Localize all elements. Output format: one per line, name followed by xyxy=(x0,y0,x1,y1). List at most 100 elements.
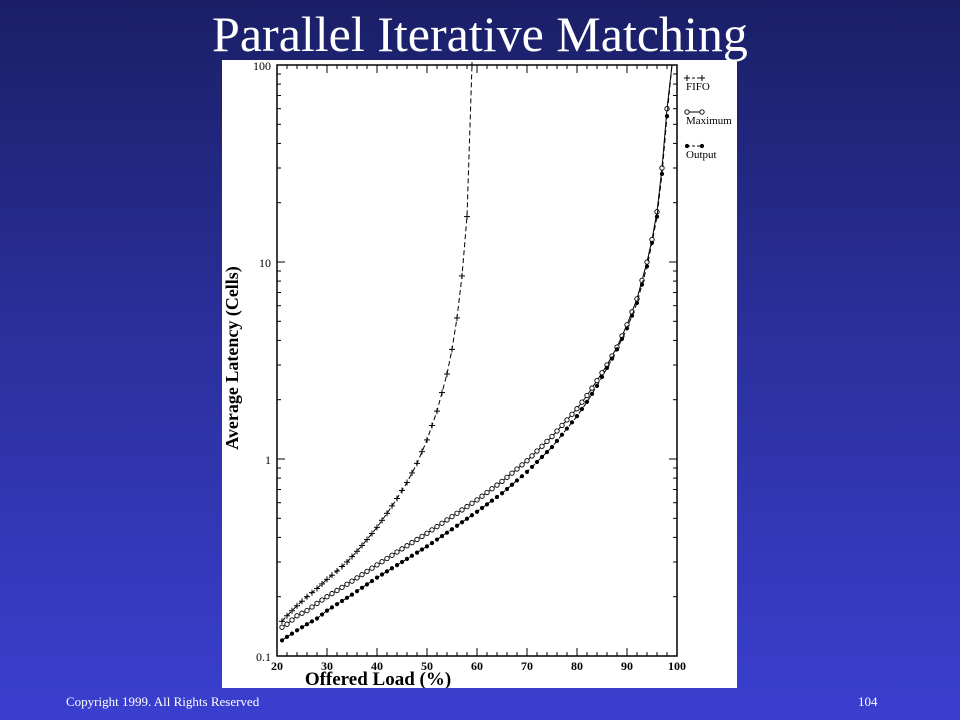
data-point-fifo xyxy=(459,272,465,279)
data-point-output xyxy=(319,612,325,617)
data-point-maximum xyxy=(624,322,630,328)
tick-labels: 20 30 40 50 60 70 80 90 100 0.1 1 10 100 xyxy=(253,60,686,673)
data-point-output xyxy=(354,589,360,594)
data-point-maximum xyxy=(469,500,475,506)
data-point-output xyxy=(514,478,520,483)
x-tick-label: 50 xyxy=(421,659,433,673)
legend-label-fifo: FIFO xyxy=(686,81,710,93)
data-point-maximum xyxy=(289,617,295,623)
data-point-output xyxy=(539,454,545,460)
data-point-maximum xyxy=(594,377,600,384)
data-point-maximum xyxy=(554,428,560,434)
data-point-output xyxy=(529,464,535,470)
data-point-fifo xyxy=(349,553,355,560)
data-point-maximum xyxy=(294,613,300,619)
data-point-output xyxy=(334,602,340,607)
data-point-maximum xyxy=(389,552,395,558)
series-line-maximum xyxy=(281,64,673,628)
legend-marker-output xyxy=(699,143,705,149)
data-point-maximum xyxy=(499,478,505,485)
data-point-fifo xyxy=(384,510,390,517)
y-tick-label: 10 xyxy=(259,256,271,270)
chart-legend: FIFO Maximum Output xyxy=(684,75,732,161)
data-point-output xyxy=(324,608,330,613)
data-point-fifo xyxy=(409,469,415,476)
data-point-output xyxy=(524,469,530,475)
data-point-maximum xyxy=(304,607,310,614)
page-number: 104 xyxy=(858,694,878,709)
data-point-output xyxy=(484,502,490,507)
data-point-maximum xyxy=(539,443,545,449)
latency-chart: 20 30 40 50 60 70 80 90 100 0.1 1 10 100 FIFO Maximum… xyxy=(222,60,732,688)
data-point-output xyxy=(579,406,585,412)
data-point-maximum xyxy=(664,106,670,112)
data-point-output xyxy=(504,486,510,492)
series-maximum xyxy=(279,64,673,630)
data-point-output xyxy=(474,509,480,514)
x-tick-label: 60 xyxy=(471,659,483,673)
data-point-maximum xyxy=(379,559,385,565)
data-point-fifo xyxy=(359,542,365,549)
data-point-output xyxy=(409,553,415,558)
data-point-maximum xyxy=(484,489,490,496)
data-point-fifo xyxy=(399,487,405,494)
data-point-maximum xyxy=(314,600,320,607)
data-point-maximum xyxy=(579,399,585,405)
data-point-maximum xyxy=(334,587,340,594)
data-point-fifo xyxy=(299,598,305,605)
data-point-output xyxy=(594,383,600,388)
data-point-output xyxy=(459,520,465,525)
data-point-fifo xyxy=(369,530,375,537)
x-tick-label: 40 xyxy=(371,659,383,673)
data-point-maximum xyxy=(449,513,455,520)
data-point-maximum xyxy=(414,536,420,543)
data-point-fifo xyxy=(329,572,335,579)
data-point-output xyxy=(299,625,305,630)
plot-frame xyxy=(276,64,678,657)
data-point-fifo xyxy=(374,524,380,531)
data-point-fifo xyxy=(289,607,295,614)
data-point-maximum xyxy=(329,590,335,597)
data-point-maximum xyxy=(339,584,345,590)
data-point-output xyxy=(294,628,300,633)
data-point-maximum xyxy=(419,533,425,539)
data-point-output xyxy=(629,313,635,318)
data-point-maximum xyxy=(344,581,350,587)
data-point-maximum xyxy=(404,543,410,549)
data-point-maximum xyxy=(434,523,440,530)
data-point-fifo xyxy=(449,346,455,353)
data-point-output xyxy=(384,569,390,574)
data-point-fifo xyxy=(284,612,290,619)
data-point-output xyxy=(584,399,590,404)
data-point-output xyxy=(424,544,430,549)
legend-item-output: Output xyxy=(684,143,717,161)
data-point-output xyxy=(444,530,450,535)
data-point-maximum xyxy=(494,482,500,488)
data-point-fifo xyxy=(429,422,435,429)
data-point-maximum xyxy=(374,562,380,568)
data-point-output xyxy=(664,114,670,119)
data-point-output xyxy=(624,326,630,331)
data-point-output xyxy=(374,575,380,580)
data-point-output xyxy=(379,572,385,577)
data-point-maximum xyxy=(454,510,460,516)
data-point-output xyxy=(464,516,470,521)
data-point-maximum xyxy=(599,370,605,376)
data-point-fifo xyxy=(279,618,285,625)
data-point-output xyxy=(314,616,320,621)
data-point-maximum xyxy=(284,621,290,627)
data-point-output xyxy=(519,474,525,479)
data-point-output xyxy=(549,444,555,450)
data-point-maximum xyxy=(564,417,570,423)
data-point-maximum xyxy=(589,385,595,391)
data-point-fifo xyxy=(404,479,410,486)
data-point-maximum xyxy=(534,448,540,454)
data-point-output xyxy=(609,356,615,361)
data-point-fifo xyxy=(444,371,450,378)
x-tick-label: 20 xyxy=(271,659,283,673)
data-point-fifo xyxy=(314,585,320,592)
data-point-output xyxy=(614,347,620,352)
data-point-output xyxy=(574,414,580,419)
x-axis-label: Offered Load (%) xyxy=(305,669,451,688)
data-point-maximum xyxy=(324,594,330,600)
